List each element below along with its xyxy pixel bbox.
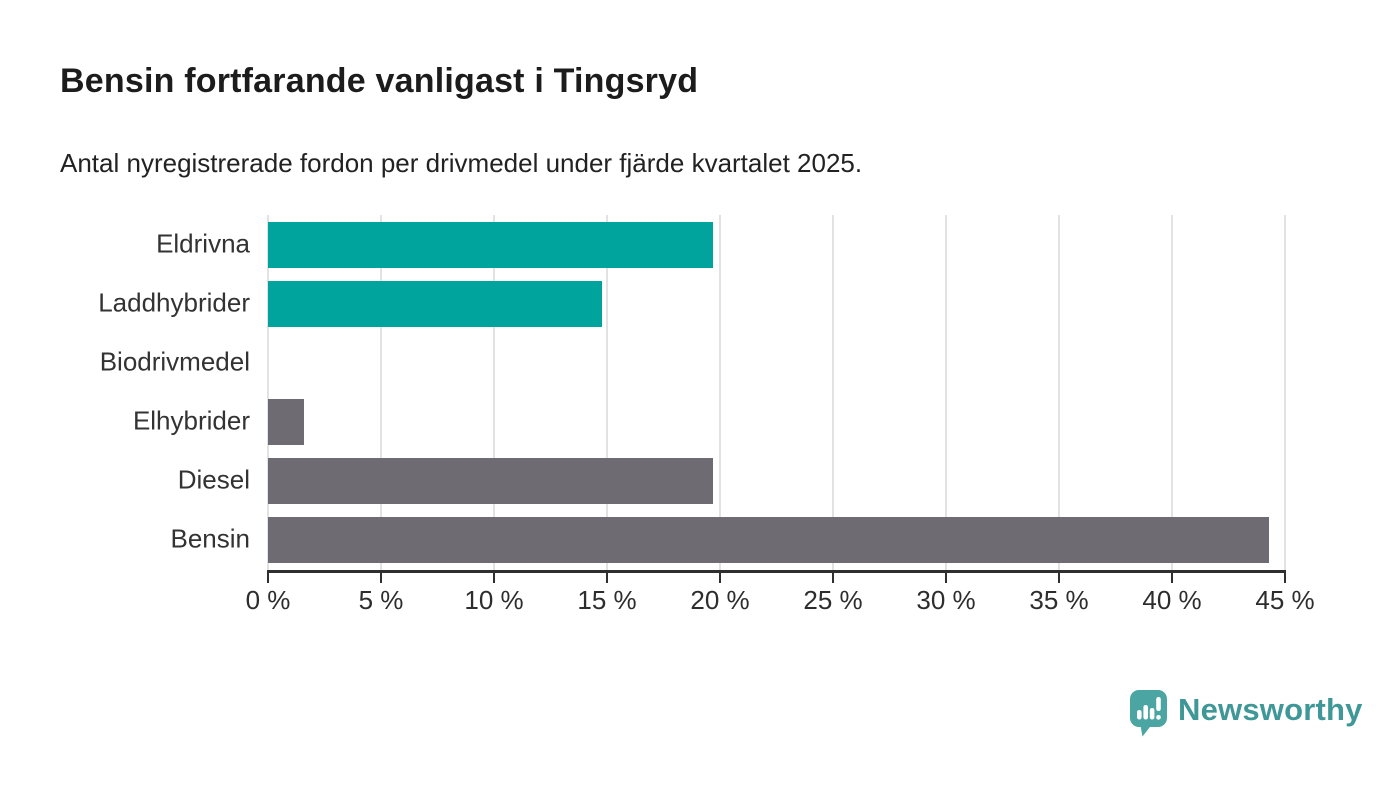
axis-tick (1284, 570, 1286, 583)
bar-eldrivna (268, 221, 714, 268)
axis-tick (945, 570, 947, 583)
x-axis-line (267, 570, 1286, 573)
axis-tick-label: 15 % (577, 585, 637, 615)
bar-chart: Eldrivna Laddhybrider Biodrivmedel Elhybrid… (98, 215, 1315, 645)
gridline (1284, 215, 1286, 570)
axis-tick-label: 35 % (1029, 585, 1089, 615)
chart-row: Elhybrider (133, 393, 1285, 452)
bar-elhybrider (268, 399, 305, 446)
category-label: Laddhybrider (98, 286, 250, 317)
axis-tick-label: 10 % (464, 585, 524, 615)
axis-tick (719, 570, 721, 583)
axis-tick (832, 570, 834, 583)
axis-tick-label: 30 % (916, 585, 976, 615)
axis-tick (493, 570, 495, 583)
chart-row: Laddhybrider (98, 274, 1285, 333)
axis-tick-label: 20 % (690, 585, 750, 615)
chart-row: Eldrivna (156, 215, 1285, 274)
axis-tick-label: 45 % (1255, 585, 1315, 615)
axis-tick-label: 0 % (245, 585, 291, 615)
bar-diesel (268, 458, 714, 505)
chart-title: Bensin fortfarande vanligast i Tingsryd (60, 62, 699, 100)
axis-tick (1058, 570, 1060, 583)
axis-tick (1171, 570, 1173, 583)
newsworthy-logo-icon (1130, 690, 1167, 737)
axis-tick (267, 570, 269, 583)
gridline (493, 215, 495, 570)
gridline (1171, 215, 1173, 570)
gridline (719, 215, 721, 570)
category-label: Biodrivmedel (99, 346, 250, 377)
chart-row: Biodrivmedel (100, 333, 1285, 392)
plot-area: Eldrivna Laddhybrider Biodrivmedel Elhybrid… (98, 215, 1286, 570)
gridline (380, 215, 382, 570)
newsworthy-logo[interactable]: Newsworthy (1130, 688, 1363, 738)
gridline (945, 215, 947, 570)
category-label: Eldrivna (156, 227, 250, 258)
axis-tick (606, 570, 608, 583)
newsworthy-logo-text: Newsworthy (1178, 692, 1363, 727)
category-label: Bensin (170, 523, 251, 554)
axis-tick-label: 40 % (1142, 585, 1202, 615)
category-label: Elhybrider (132, 405, 250, 436)
chart-row: Diesel (178, 452, 1285, 511)
axis-tick-label: 25 % (803, 585, 863, 615)
x-axis: 0 % 5 % 10 % 15 % 20 % 25 % 30 % 35 % 40 % 45 % (246, 215, 1315, 645)
bar-bensin (268, 517, 1270, 564)
gridline (832, 215, 834, 570)
gridline (267, 215, 269, 570)
bar-laddhybrider (268, 280, 603, 327)
category-label: Diesel (177, 464, 250, 495)
axis-tick (380, 570, 382, 583)
chart-row: Bensin (171, 511, 1285, 570)
axis-tick-label: 5 % (358, 585, 404, 615)
gridline (1058, 215, 1060, 570)
chart-subtitle: Antal nyregistrerade fordon per drivmede… (60, 148, 863, 178)
gridline (606, 215, 608, 570)
